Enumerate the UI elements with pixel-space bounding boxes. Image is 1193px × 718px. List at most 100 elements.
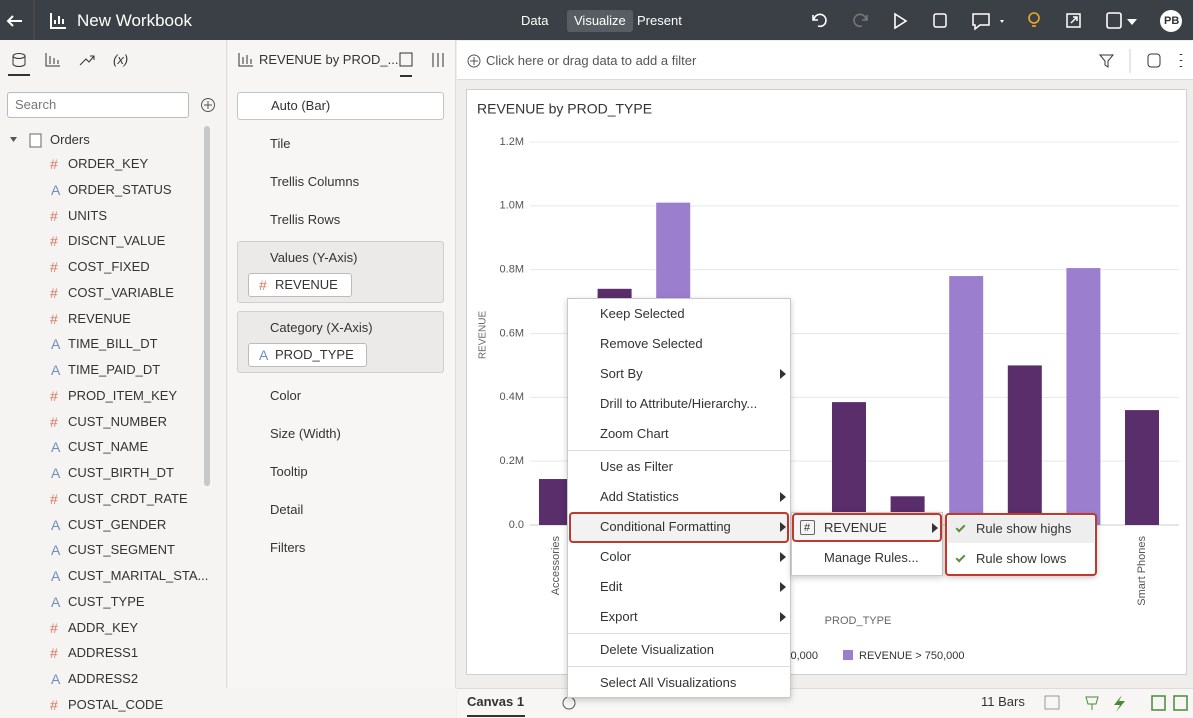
panel-right[interactable]	[1173, 695, 1188, 711]
tree-toggle[interactable]	[10, 137, 17, 142]
field-name[interactable]: TIME_PAID_DT	[68, 362, 161, 377]
menu-item[interactable]: Zoom Chart	[600, 426, 669, 441]
field-name[interactable]: ADDRESS1	[68, 645, 139, 661]
field-name[interactable]: ORDER_STATUS	[68, 181, 172, 197]
avatar[interactable]: PB	[1164, 15, 1180, 27]
refresh-data[interactable]	[933, 13, 947, 28]
field-name[interactable]: COST_FIXED	[68, 259, 150, 274]
field-pill[interactable]	[248, 273, 352, 297]
grammar-item[interactable]: Color	[270, 388, 302, 403]
layout[interactable]	[1044, 695, 1060, 710]
grammar-item[interactable]: Detail	[270, 502, 304, 517]
menu-item[interactable]: Select All Visualizations	[600, 675, 737, 690]
analytics-tab-icon[interactable]	[79, 55, 95, 66]
menu-item[interactable]: Remove Selected	[600, 336, 703, 351]
scrollbar[interactable]	[204, 126, 210, 486]
settings[interactable]	[1147, 53, 1161, 68]
rule-item[interactable]: Rule show highs	[976, 521, 1072, 536]
grammar-item[interactable]: Tile	[270, 136, 291, 151]
filter-placeholder[interactable]: Click here or drag data to add a filter	[486, 53, 697, 68]
top-icons	[6, 0, 1182, 40]
header-tab[interactable]: Visualize	[567, 10, 633, 32]
field-name[interactable]: CUST_SEGMENT	[68, 542, 175, 558]
header-tab[interactable]: Data	[521, 13, 549, 28]
filter-bar[interactable]	[457, 41, 1193, 80]
grammar-item[interactable]: Tooltip	[270, 464, 308, 479]
data-tab-icon[interactable]	[12, 53, 26, 59]
undo[interactable]	[812, 13, 827, 28]
preview[interactable]	[1066, 13, 1081, 28]
submenu-item[interactable]: Manage Rules...	[824, 550, 919, 565]
run[interactable]	[894, 12, 908, 30]
field-name[interactable]: CUST_NAME	[68, 439, 149, 455]
viz-title[interactable]: REVENUE by PROD_...	[259, 52, 399, 67]
comments[interactable]	[972, 13, 990, 31]
rule-item[interactable]: Rule show lows	[976, 551, 1067, 566]
menu-item[interactable]: Use as Filter	[600, 459, 673, 474]
field-name[interactable]: ADDR_KEY	[68, 619, 139, 635]
menu-item[interactable]: Drill to Attribute/Hierarchy...	[600, 396, 758, 411]
chart-type-dropdown[interactable]	[237, 92, 444, 120]
field-name[interactable]: UNITS	[68, 207, 107, 223]
grammar-item[interactable]: Filters	[270, 540, 306, 555]
menu-item[interactable]: Conditional Formatting	[600, 519, 731, 534]
add-data[interactable]	[201, 98, 215, 112]
field-name[interactable]: ORDER_KEY	[68, 156, 149, 171]
field-name[interactable]: TIME_BILL_DT	[68, 336, 158, 352]
menu-item[interactable]: Sort By	[600, 366, 643, 381]
canvas-tab[interactable]: Canvas 1	[467, 694, 525, 709]
data-tab-icon-body	[12, 56, 26, 67]
panel-left[interactable]	[1151, 695, 1166, 711]
field-pill[interactable]	[248, 343, 367, 367]
redo[interactable]	[853, 13, 868, 28]
y-tick-label: 1.0M	[500, 200, 524, 212]
measure-icon-box	[800, 520, 815, 535]
field-name[interactable]: CUST_MARITAL_STA...	[68, 568, 209, 583]
source-name[interactable]: Orders	[50, 132, 90, 147]
grammar-item[interactable]: Trellis Columns	[270, 174, 360, 189]
avatar-circle[interactable]	[1160, 10, 1182, 32]
field-name[interactable]: CUST_GENDER	[68, 516, 167, 532]
status: 11 Bars	[981, 694, 1025, 709]
field-name[interactable]: CUST_CRDT_RATE	[68, 490, 188, 506]
save-caret[interactable]	[1127, 19, 1137, 25]
submenu-item[interactable]: REVENUE	[824, 520, 887, 535]
grammar-item[interactable]: Trellis Rows	[270, 212, 341, 227]
add-filter[interactable]	[467, 54, 481, 68]
field-name[interactable]: ADDRESS2	[68, 671, 139, 686]
field-name[interactable]: REVENUE	[68, 310, 131, 326]
grammar-button[interactable]	[399, 52, 413, 67]
back-button[interactable]	[6, 15, 22, 27]
chart-type: Auto (Bar)	[271, 98, 331, 113]
search-box[interactable]	[7, 92, 189, 118]
header-tab[interactable]: Present	[637, 13, 682, 28]
bar	[1007, 365, 1042, 525]
pin[interactable]	[1085, 696, 1099, 710]
insights[interactable]	[1028, 12, 1040, 24]
menu-item[interactable]: Edit	[600, 579, 623, 594]
field-name[interactable]: PROD_ITEM_KEY	[68, 387, 178, 403]
calc-tab[interactable]: (x)	[113, 52, 129, 67]
footer-left	[0, 688, 456, 718]
field-name[interactable]: DISCNT_VALUE	[68, 233, 166, 249]
field-name[interactable]: COST_VARIABLE	[68, 284, 174, 300]
menu-item[interactable]: Export	[600, 609, 638, 624]
menu-item[interactable]: Keep Selected	[600, 306, 685, 321]
auto-apply[interactable]	[1114, 695, 1125, 712]
field-name[interactable]: CUST_NUMBER	[68, 413, 167, 429]
field-name[interactable]: CUST_TYPE	[68, 593, 145, 609]
menu-item[interactable]: Add Statistics	[600, 489, 679, 504]
properties-button[interactable]	[432, 53, 444, 67]
add-canvas[interactable]	[562, 696, 576, 710]
grammar-item[interactable]: Size (Width)	[270, 426, 341, 441]
pill-icon: #	[259, 277, 267, 293]
viz-tab-icon[interactable]	[45, 53, 60, 67]
menu-item[interactable]: Color	[600, 549, 632, 564]
save[interactable]	[1106, 12, 1122, 29]
menu-item[interactable]: Delete Visualization	[600, 642, 714, 657]
field-name[interactable]: CUST_BIRTH_DT	[68, 465, 174, 480]
field-name[interactable]: POSTAL_CODE	[68, 696, 164, 712]
bar	[1066, 268, 1101, 525]
filter-icon[interactable]	[1098, 54, 1115, 68]
field-icon: #	[50, 310, 58, 327]
